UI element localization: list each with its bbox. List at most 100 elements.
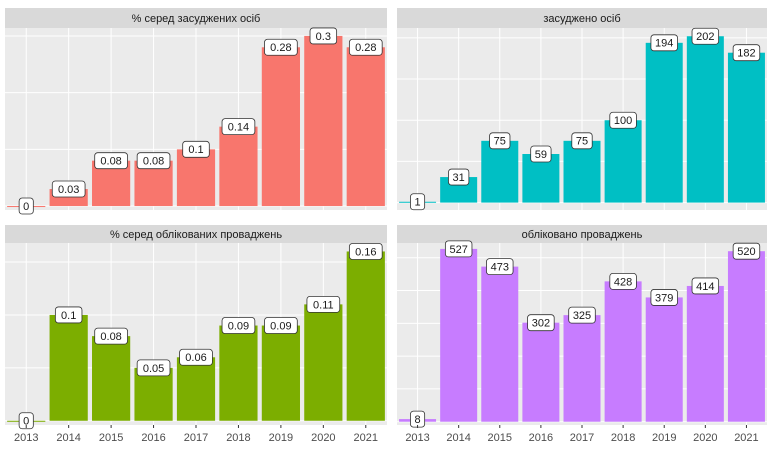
x-tick-label: 2014 — [56, 432, 80, 444]
value-label: 0.3 — [316, 31, 331, 43]
bar — [304, 35, 343, 207]
x-tick-label: 2017 — [184, 432, 208, 444]
value-label-box — [568, 306, 596, 324]
value-label: 0.16 — [355, 246, 376, 258]
value-label-box — [264, 317, 298, 334]
bar — [522, 322, 560, 422]
bar — [134, 367, 173, 421]
value-label: 0.1 — [188, 144, 203, 156]
value-label-box — [306, 295, 341, 313]
x-tick-label: 2015 — [488, 432, 512, 444]
value-label: 0.09 — [228, 320, 249, 332]
bar — [176, 149, 216, 207]
x-tick-label: 2020 — [311, 432, 335, 444]
x-tick-label: 2017 — [570, 432, 594, 444]
value-label: 31 — [453, 172, 465, 184]
value-label: 325 — [573, 310, 591, 322]
value-label-box — [486, 258, 514, 276]
value-label-box — [609, 111, 637, 129]
value-label-box — [410, 193, 426, 211]
x-tick-label: 2021 — [734, 432, 758, 444]
x-tick-label: 2020 — [693, 432, 717, 444]
value-label-box — [691, 27, 720, 45]
strip-title: засуджено осіб — [543, 13, 620, 25]
value-label: 302 — [532, 318, 550, 330]
value-label-box — [221, 118, 256, 136]
bar — [261, 47, 300, 207]
value-label: 75 — [494, 136, 506, 148]
x-tick-label: 2016 — [529, 432, 553, 444]
value-label: 473 — [491, 262, 509, 274]
bar — [727, 52, 765, 203]
value-label-box — [348, 243, 383, 260]
value-label: 0 — [23, 416, 29, 428]
x-tick-label: 2018 — [611, 432, 635, 444]
x-tick-label: 2021 — [354, 432, 378, 444]
x-tick-label: 2014 — [446, 432, 470, 444]
value-label-box — [51, 180, 86, 198]
value-label-box — [609, 272, 637, 290]
bar — [176, 357, 216, 421]
value-label: 0.06 — [185, 352, 206, 364]
x-tick-label: 2019 — [652, 432, 676, 444]
bar — [727, 251, 765, 422]
value-label: 0.28 — [270, 42, 291, 54]
value-label: 0.08 — [100, 156, 121, 168]
value-label: 0 — [23, 201, 29, 213]
value-label-box — [136, 359, 171, 377]
value-label-box — [530, 145, 552, 163]
value-label-box — [264, 38, 298, 56]
value-label-box — [179, 348, 213, 366]
value-label: 0.08 — [143, 156, 164, 168]
value-label-box — [444, 240, 473, 258]
bar — [440, 248, 478, 422]
bar — [481, 140, 519, 203]
value-label: 1 — [414, 197, 420, 209]
strip-background — [5, 8, 387, 28]
value-label: 0.03 — [58, 184, 79, 196]
value-label: 194 — [655, 38, 673, 50]
value-label: 414 — [696, 281, 714, 293]
value-label: 527 — [449, 244, 467, 256]
bar — [219, 325, 258, 421]
value-label: 0.28 — [355, 42, 376, 54]
value-label-box — [489, 132, 511, 150]
bar — [261, 325, 300, 421]
value-label-box — [182, 140, 210, 158]
value-label: 379 — [655, 292, 673, 304]
bar — [481, 266, 519, 422]
value-label-box — [732, 242, 761, 260]
value-label-box — [691, 277, 720, 295]
x-tick-label: 2013 — [405, 432, 429, 444]
bar — [645, 42, 683, 203]
bar — [645, 297, 683, 422]
value-label-box — [732, 44, 761, 62]
value-label: 0.05 — [143, 363, 164, 375]
value-label-box — [94, 152, 128, 170]
value-label-box — [18, 197, 34, 215]
bar — [346, 251, 385, 421]
value-label-box — [309, 27, 338, 45]
value-label: 100 — [614, 115, 632, 127]
value-label-box — [650, 34, 678, 52]
value-label: 0.1 — [61, 310, 76, 322]
value-label: 0.14 — [228, 122, 249, 134]
bar — [686, 36, 724, 203]
value-label: 0.11 — [313, 299, 334, 311]
value-label-box — [54, 306, 83, 324]
value-label: 0.09 — [270, 320, 291, 332]
bar — [604, 120, 642, 203]
bar — [686, 285, 724, 422]
x-tick-label: 2015 — [99, 432, 123, 444]
value-label-box — [348, 38, 383, 56]
value-label-box — [221, 317, 256, 334]
value-label: 520 — [737, 246, 755, 258]
value-label: 75 — [576, 136, 588, 148]
value-label-box — [136, 152, 171, 170]
bar — [49, 314, 88, 421]
value-label: 202 — [696, 31, 714, 43]
strip-background — [5, 225, 387, 243]
x-tick-label: 2018 — [226, 432, 250, 444]
strip-title: % серед облікованих проваджень — [110, 229, 282, 241]
